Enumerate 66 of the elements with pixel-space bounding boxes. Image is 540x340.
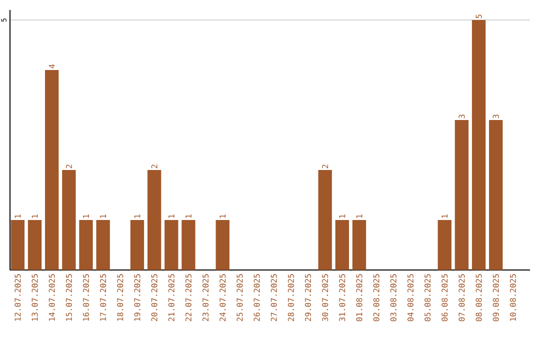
x-tick-label: 30.07.2025	[322, 274, 328, 322]
data-label: 1	[186, 214, 192, 218]
x-tick-label: 25.07.2025	[236, 274, 243, 322]
data-label: 1	[356, 214, 362, 218]
x-tick-label: 05.08.2025	[424, 274, 431, 322]
data-label: 1	[14, 214, 21, 218]
data-label: 1	[168, 214, 174, 218]
data-label: 1	[339, 214, 346, 218]
data-label: 1	[100, 214, 106, 218]
data-label: 3	[492, 114, 499, 118]
x-tick-label: 02.08.2025	[373, 274, 380, 322]
data-label: 1	[442, 214, 448, 218]
bar	[164, 220, 178, 270]
bar	[216, 220, 230, 270]
x-tick-label: 21.07.2025	[168, 274, 174, 322]
data-label: 2	[151, 164, 158, 168]
x-tick-label: 28.07.2025	[288, 274, 294, 322]
x-tick-label: 03.08.2025	[390, 274, 396, 322]
bar	[318, 170, 332, 270]
bar	[454, 120, 469, 270]
x-tick-label: 26.07.2025	[254, 274, 260, 322]
x-tick-label: 19.07.2025	[134, 274, 140, 321]
x-tick-label: 13.07.2025	[32, 274, 38, 321]
x-tick-label: 06.08.2025	[442, 274, 448, 322]
x-tick-label: 24.07.2025	[220, 274, 226, 322]
bar	[489, 120, 503, 270]
x-tick-label: 20.07.2025	[151, 274, 158, 322]
bar	[335, 220, 349, 270]
x-tick-label: 01.08.2025	[356, 274, 362, 322]
x-tick-label: 09.08.2025	[492, 274, 499, 322]
x-tick-label: 18.07.2025	[117, 274, 124, 321]
data-label: 1	[220, 214, 226, 218]
x-tick-label: 07.08.2025	[458, 274, 465, 322]
bar	[182, 220, 196, 270]
data-label: 3	[458, 114, 465, 118]
data-label: 1	[83, 214, 89, 218]
x-tick-label: 22.07.2025	[185, 274, 192, 322]
data-label: 2	[66, 164, 72, 168]
bar	[472, 20, 486, 270]
x-tick-label: 16.07.2025	[82, 274, 90, 321]
x-tick-label: 04.08.2025	[407, 274, 414, 322]
data-label: 5	[476, 14, 482, 18]
x-tick-label: 29.07.2025	[304, 274, 312, 322]
bar	[28, 220, 42, 270]
data-label: 1	[134, 214, 140, 218]
bar	[96, 220, 110, 270]
bar	[147, 170, 162, 270]
bar	[438, 220, 452, 270]
x-tick-label: 10.08.2025	[510, 274, 516, 321]
data-label: 4	[48, 64, 55, 68]
bar	[62, 170, 76, 270]
x-tick-label: 31.07.2025	[339, 274, 346, 322]
bar	[352, 220, 366, 270]
bar	[45, 70, 59, 270]
data-label: 1	[32, 214, 38, 218]
data-label: 2	[322, 164, 328, 168]
x-tick-label: 14.07.2025	[48, 274, 55, 321]
x-tick-label: 17.07.2025	[100, 274, 106, 321]
bar	[10, 220, 25, 270]
bar	[130, 220, 144, 270]
x-tick-label: 08.08.2025	[476, 274, 482, 322]
x-tick-label: 15.07.2025	[66, 274, 72, 321]
bar	[79, 220, 93, 270]
x-tick-label: 27.07.2025	[270, 274, 277, 322]
x-tick-label: 23.07.2025	[202, 274, 209, 322]
x-tick-label: 12.07.2025	[14, 274, 21, 321]
